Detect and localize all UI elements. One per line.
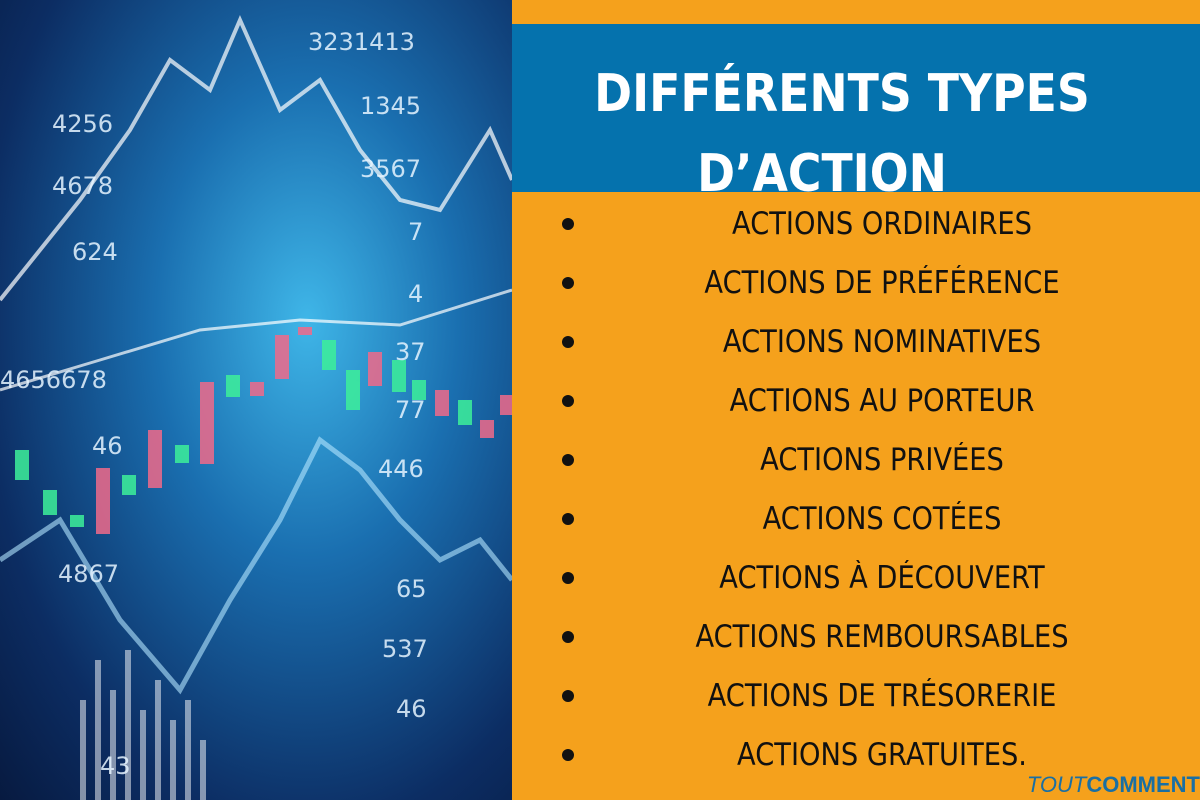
info-panel: DIFFÉRENTS TYPES D’ACTION ACTIONS ORDINA… xyxy=(512,0,1200,800)
photo-number: 3231413 xyxy=(308,28,415,56)
bullet-icon xyxy=(562,277,574,289)
photo-number: 7 xyxy=(408,218,424,246)
title-banner: DIFFÉRENTS TYPES D’ACTION xyxy=(512,24,1200,204)
photo-number: 624 xyxy=(72,238,118,266)
photo-number: 65 xyxy=(396,575,427,603)
photo-number: 4656678 xyxy=(0,366,107,394)
list-item-label: ACTIONS À DÉCOUVERT xyxy=(719,560,1045,596)
list-item-label: ACTIONS GRATUITES. xyxy=(737,737,1027,773)
list-item-label: ACTIONS AU PORTEUR xyxy=(729,383,1035,419)
list-item: ACTIONS DE TRÉSORERIE xyxy=(512,676,1200,716)
photo-number: 77 xyxy=(395,396,426,424)
photo-number: 43 xyxy=(100,752,131,780)
toutcomment-logo: TOUTCOMMENT xyxy=(1027,772,1200,798)
photo-number: 4 xyxy=(408,280,424,308)
photo-number: 1345 xyxy=(360,92,422,120)
list-item-label: ACTIONS PRIVÉES xyxy=(760,442,1004,478)
list-item: ACTIONS NOMINATIVES xyxy=(512,322,1200,362)
logo-part2: COMMENT xyxy=(1086,772,1200,797)
list-item: ACTIONS AU PORTEUR xyxy=(512,381,1200,421)
bullet-icon xyxy=(562,690,574,702)
list-item: ACTIONS PRIVÉES xyxy=(512,440,1200,480)
photo-number: 4678 xyxy=(52,172,114,200)
page-title-line2: D’ACTION xyxy=(697,144,947,204)
bullet-icon xyxy=(562,572,574,584)
chart-graphics xyxy=(0,15,512,800)
bullet-icon xyxy=(562,631,574,643)
bullet-icon xyxy=(562,336,574,348)
list-item-label: ACTIONS DE PRÉFÉRENCE xyxy=(704,265,1060,301)
bullet-icon xyxy=(562,749,574,761)
photo-number: 37 xyxy=(395,338,426,366)
bullet-icon xyxy=(562,454,574,466)
list-item: ACTIONS DE PRÉFÉRENCE xyxy=(512,263,1200,303)
list-item: ACTIONS REMBOURSABLES xyxy=(512,617,1200,657)
list-item: ACTIONS GRATUITES. xyxy=(512,735,1200,775)
list-item-label: ACTIONS COTÉES xyxy=(762,501,1002,537)
photo-number: 446 xyxy=(378,455,424,483)
list-item: ACTIONS À DÉCOUVERT xyxy=(512,558,1200,598)
page-title-line1: DIFFÉRENTS TYPES xyxy=(594,64,1090,124)
bullet-icon xyxy=(562,218,574,230)
list-item: ACTIONS ORDINAIRES xyxy=(512,204,1200,244)
list-item: ACTIONS COTÉES xyxy=(512,499,1200,539)
list-item-label: ACTIONS ORDINAIRES xyxy=(732,206,1032,242)
list-item-label: ACTIONS DE TRÉSORERIE xyxy=(707,678,1057,714)
bullet-icon xyxy=(562,395,574,407)
list-item-label: ACTIONS REMBOURSABLES xyxy=(695,619,1069,655)
photo-number: 3567 xyxy=(360,155,422,183)
logo-part1: TOUT xyxy=(1026,772,1087,797)
bullet-icon xyxy=(562,513,574,525)
photo-number: 537 xyxy=(382,635,428,663)
list-item-label: ACTIONS NOMINATIVES xyxy=(722,324,1042,360)
photo-number: 4867 xyxy=(58,560,120,588)
photo-number: 46 xyxy=(396,695,427,723)
photo-number: 46 xyxy=(92,432,123,460)
stock-market-photo: 3231413 1345 4256 3567 4678 7 624 4 37 4… xyxy=(0,0,512,800)
photo-number: 4256 xyxy=(52,110,114,138)
